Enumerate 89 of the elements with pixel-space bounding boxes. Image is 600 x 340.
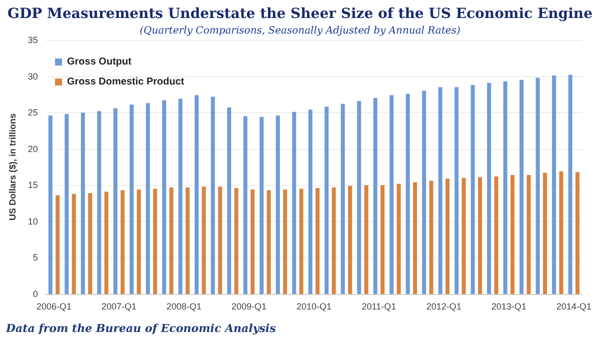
bar xyxy=(48,115,52,294)
chart-title: GDP Measurements Understate the Sheer Size of the US Economic Engine xyxy=(8,6,593,22)
bar xyxy=(80,112,85,294)
bar xyxy=(234,188,238,294)
bar xyxy=(120,190,125,294)
bar xyxy=(194,95,199,294)
x-tick-label: 2010-Q1 xyxy=(296,302,332,312)
x-tick-label: 2008-Q1 xyxy=(166,302,202,312)
bar xyxy=(56,195,60,294)
bar xyxy=(162,100,166,294)
bar xyxy=(260,116,264,294)
bar xyxy=(542,172,547,294)
bar xyxy=(340,104,345,294)
bar xyxy=(292,112,296,294)
legend-label: Gross Domestic Product xyxy=(67,76,185,88)
bar xyxy=(575,172,580,294)
x-tick-label: 2009-Q1 xyxy=(231,302,266,312)
bar xyxy=(316,188,320,294)
bar xyxy=(536,78,540,294)
chart-subtitle: (Quarterly Comparisons, Seasonally Adjusted by Annual Rates) xyxy=(140,26,460,36)
y-tick-label: 20 xyxy=(28,144,38,154)
bar xyxy=(202,186,206,294)
bar xyxy=(169,187,174,294)
y-axis-title: US Dollars ($), in trillions xyxy=(8,113,18,221)
bar xyxy=(357,100,362,294)
bar xyxy=(422,90,426,294)
y-tick-label: 10 xyxy=(28,216,38,226)
bar xyxy=(364,185,368,294)
y-tick-label: 35 xyxy=(28,35,38,45)
text: Data from the Bureau of Economic Analysis xyxy=(5,322,276,335)
bar xyxy=(130,104,134,294)
y-tick-label: 30 xyxy=(28,71,38,82)
bar xyxy=(97,111,102,294)
bar xyxy=(446,178,450,294)
y-tick-label: 0 xyxy=(32,289,38,299)
bar xyxy=(526,174,531,294)
x-tick-label: 2011-Q1 xyxy=(362,302,396,312)
x-tick-label: 2013-Q1 xyxy=(491,302,526,312)
bar xyxy=(178,98,182,294)
bar xyxy=(520,80,524,294)
bar xyxy=(470,84,475,294)
bar xyxy=(218,186,222,294)
bar xyxy=(72,194,76,294)
bar xyxy=(299,188,304,294)
x-tick-label: 2007-Q1 xyxy=(102,302,137,312)
bar xyxy=(136,189,141,294)
x-tick-label: 2012-Q1 xyxy=(426,302,462,312)
bar xyxy=(210,96,215,294)
x-tick-label: 2006-Q1 xyxy=(36,302,72,312)
bar xyxy=(348,186,352,294)
bar xyxy=(559,171,564,294)
bar xyxy=(104,192,108,294)
x-tick-label: 2014-Q1 xyxy=(556,302,592,312)
bar xyxy=(429,180,434,294)
y-tick-label: 15 xyxy=(28,180,38,190)
bar xyxy=(88,193,92,294)
bar xyxy=(227,107,232,294)
bar xyxy=(373,98,378,294)
bar xyxy=(380,185,385,294)
bar xyxy=(487,82,492,294)
bar xyxy=(438,87,442,294)
bar xyxy=(243,116,248,294)
bar xyxy=(332,187,336,294)
bar xyxy=(478,177,482,294)
bar xyxy=(406,94,410,294)
bar xyxy=(283,189,288,294)
bar xyxy=(64,114,69,294)
bar xyxy=(250,189,255,294)
bar xyxy=(390,95,394,294)
bar xyxy=(113,108,118,294)
y-tick-label: 5 xyxy=(32,252,38,263)
bar xyxy=(308,110,312,294)
bar xyxy=(503,81,508,294)
bar xyxy=(146,103,150,294)
bar xyxy=(186,187,190,294)
bar xyxy=(153,188,158,294)
bar xyxy=(454,87,459,294)
bar xyxy=(276,115,280,294)
legend-label: Gross Output xyxy=(67,56,132,68)
bar xyxy=(462,178,466,294)
bar xyxy=(396,184,401,294)
bar xyxy=(510,174,514,294)
bar xyxy=(266,190,271,294)
bar xyxy=(413,182,418,294)
bar xyxy=(552,76,556,294)
bar xyxy=(324,106,329,294)
y-tick-label: 25 xyxy=(28,108,38,118)
bar xyxy=(568,74,572,294)
bar xyxy=(494,176,498,294)
